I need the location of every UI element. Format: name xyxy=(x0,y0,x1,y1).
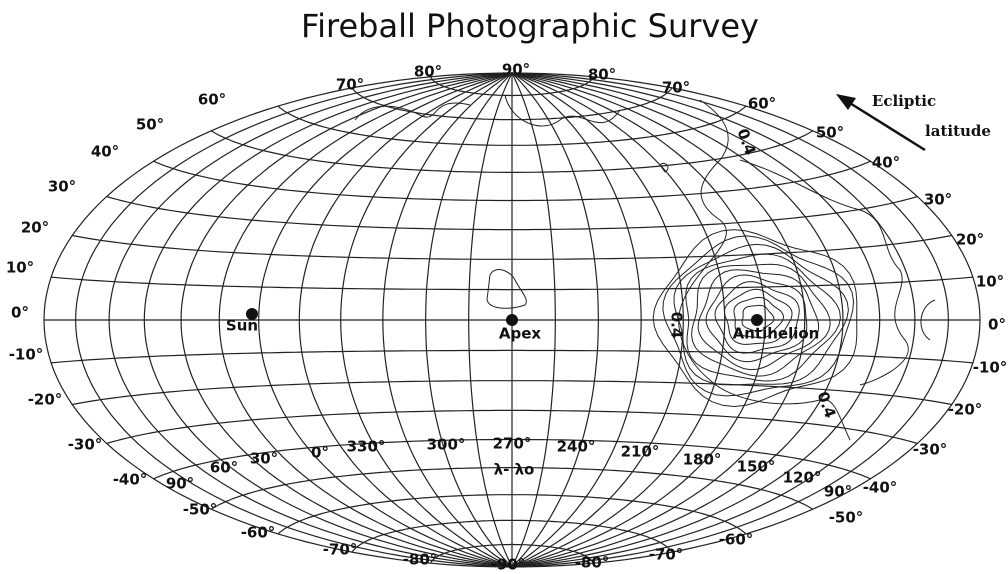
contours xyxy=(354,94,936,441)
latitude-label: -60° xyxy=(241,524,276,542)
point-label: Sun xyxy=(226,317,258,335)
latitude-label: 30° xyxy=(48,178,76,196)
parallel xyxy=(351,87,673,121)
contour-line xyxy=(691,263,831,377)
point-marker xyxy=(751,314,763,326)
latitude-label: -60° xyxy=(719,531,754,549)
latitude-label: -80° xyxy=(403,551,438,569)
contour-line xyxy=(733,296,784,339)
point-marker xyxy=(246,308,258,320)
contour-line xyxy=(741,304,775,332)
parallel xyxy=(351,519,673,553)
longitude-label: 210° xyxy=(621,443,660,461)
latitude-label: 80° xyxy=(588,66,616,84)
latitude-label: 50° xyxy=(136,116,164,134)
latitude-label: -50° xyxy=(183,501,218,519)
latitude-label: 20° xyxy=(956,231,984,249)
arrow-label: latitude xyxy=(925,122,991,140)
parallel xyxy=(153,160,871,202)
parallel xyxy=(106,409,918,445)
arrow-head xyxy=(836,94,856,110)
arrow-line xyxy=(844,98,926,152)
latitude-label: 50° xyxy=(816,124,844,142)
longitude-label: 300° xyxy=(427,436,466,454)
contour-line xyxy=(652,229,858,408)
latitude-label: 10° xyxy=(6,259,34,277)
parallel xyxy=(210,467,814,510)
parallel xyxy=(210,130,814,173)
point-label: Apex xyxy=(499,325,542,343)
contour-line xyxy=(662,235,855,397)
parallel xyxy=(72,380,952,406)
contour-line xyxy=(739,159,909,386)
labels: 70° 80° 90° 80° 70° 60° 50° 40° 30° 20° 10° 0° -10° -… xyxy=(6,61,1007,574)
longitude-label: 30° xyxy=(250,450,278,468)
longitude-label: 270° xyxy=(493,435,532,453)
map-title: Fireball Photographic Survey xyxy=(301,7,759,45)
contour-line xyxy=(697,269,820,371)
latitude-label: 40° xyxy=(872,154,900,172)
contour-line xyxy=(685,253,841,382)
latitude-label: 70° xyxy=(662,79,690,97)
latitude-label: -50° xyxy=(829,509,864,527)
parallel xyxy=(277,105,747,146)
contour-line xyxy=(659,162,936,341)
longitude-label: 150° xyxy=(737,458,776,476)
latitude-label: 80° xyxy=(414,63,442,81)
longitude-label: 90° xyxy=(166,475,194,493)
parallel xyxy=(72,234,952,260)
parallel xyxy=(153,438,871,480)
contour-label: 0.4 xyxy=(733,126,759,157)
longitude-label: 240° xyxy=(557,438,596,456)
latitude-label: 60° xyxy=(198,91,226,109)
contour-label: 0.4 xyxy=(668,312,686,339)
latitude-label: 40° xyxy=(91,143,119,161)
contour-line xyxy=(705,274,808,363)
point-marker xyxy=(506,314,518,326)
latitude-label: -40° xyxy=(113,471,148,489)
parallel xyxy=(106,195,918,231)
longitude-label: 60° xyxy=(210,459,238,477)
latitude-label: 10° xyxy=(976,273,1004,291)
latitude-label: -70° xyxy=(649,546,684,564)
latitude-label: -90° xyxy=(491,556,526,574)
contour-line xyxy=(673,243,849,386)
contour-line xyxy=(714,281,800,354)
latitude-label: 70° xyxy=(336,76,364,94)
latitude-label: 30° xyxy=(924,191,952,209)
parallel xyxy=(277,494,747,535)
latitude-label: -80° xyxy=(575,554,610,572)
latitude-label: -20° xyxy=(948,401,983,419)
latitude-label: -40° xyxy=(863,479,898,497)
parallel xyxy=(430,543,594,564)
longitude-axis-label: λ- λo xyxy=(494,461,535,479)
latitude-label: -20° xyxy=(28,391,63,409)
contour-line xyxy=(354,94,621,127)
longitude-label: 90° xyxy=(824,483,852,501)
latitude-label: -30° xyxy=(68,436,103,454)
contour-line xyxy=(486,269,527,309)
latitude-label: 60° xyxy=(748,95,776,113)
contour-label: 0.4 xyxy=(813,389,839,420)
latitude-label: -10° xyxy=(9,346,44,364)
contour-line xyxy=(723,288,793,345)
arrow-label: Ecliptic xyxy=(872,92,936,110)
latitude-label: -70° xyxy=(323,541,358,559)
longitude-label: 120° xyxy=(783,469,822,487)
longitude-label: 0° xyxy=(311,444,329,462)
latitude-label: 0° xyxy=(988,316,1006,334)
longitude-label: 180° xyxy=(683,451,722,469)
longitude-label: 330° xyxy=(347,438,386,456)
parallel xyxy=(51,276,973,291)
point-label: Antihelion xyxy=(733,325,820,343)
latitude-label: 0° xyxy=(11,304,29,322)
latitude-label: -10° xyxy=(973,359,1008,377)
parallel xyxy=(430,76,594,97)
contour-line xyxy=(678,99,851,441)
latitude-label: -30° xyxy=(913,441,948,459)
latitude-label: 20° xyxy=(21,219,49,237)
latitude-label: 90° xyxy=(502,61,530,79)
